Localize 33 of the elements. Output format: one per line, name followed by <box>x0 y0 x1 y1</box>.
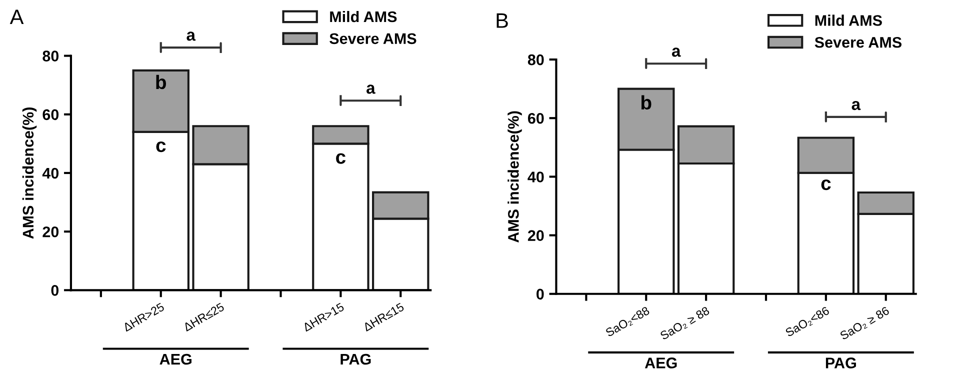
text: a <box>672 48 681 57</box>
y-tick-label: 40 <box>42 168 59 179</box>
text: AEG <box>644 358 677 368</box>
text: PAG <box>826 358 856 368</box>
x-tick-label: SaO₂ ≥ 86 <box>839 306 890 341</box>
legend-label: Severe AMS <box>814 36 902 48</box>
legend-label: Severe AMS <box>330 33 416 44</box>
legend-label: Mild AMS <box>815 14 882 26</box>
y-tick-label: 80 <box>528 54 544 66</box>
y-tick-label: 60 <box>42 109 59 120</box>
annotation: a <box>366 84 376 94</box>
y-tick-label: 0 <box>536 288 544 300</box>
annotation: c <box>156 141 166 152</box>
annotation: c <box>821 179 831 190</box>
text: PAG <box>340 354 371 365</box>
x-tick-label: SaO₂ ≥ 88 <box>660 306 710 341</box>
chart-title: B <box>496 13 508 28</box>
y-axis-title: AMS incidence(%) <box>22 108 37 239</box>
y-tick-label: 20 <box>528 230 544 241</box>
y-tick-label: 80 <box>42 50 59 62</box>
y-tick-label: 60 <box>528 112 544 124</box>
legend-label: Mild AMS <box>330 10 397 22</box>
y-tick-label: 20 <box>42 226 59 238</box>
annotation: c <box>336 153 346 164</box>
y-axis-title: AMS incidence(%) <box>508 111 522 243</box>
text: AEG <box>160 354 192 365</box>
y-tick-label: 40 <box>528 172 544 182</box>
chart-title: A <box>10 10 24 24</box>
annotation: b <box>156 74 166 90</box>
annotation: b <box>641 95 652 110</box>
text: a <box>186 32 196 41</box>
y-tick-label: 0 <box>51 285 59 296</box>
annotation: a <box>852 100 861 110</box>
